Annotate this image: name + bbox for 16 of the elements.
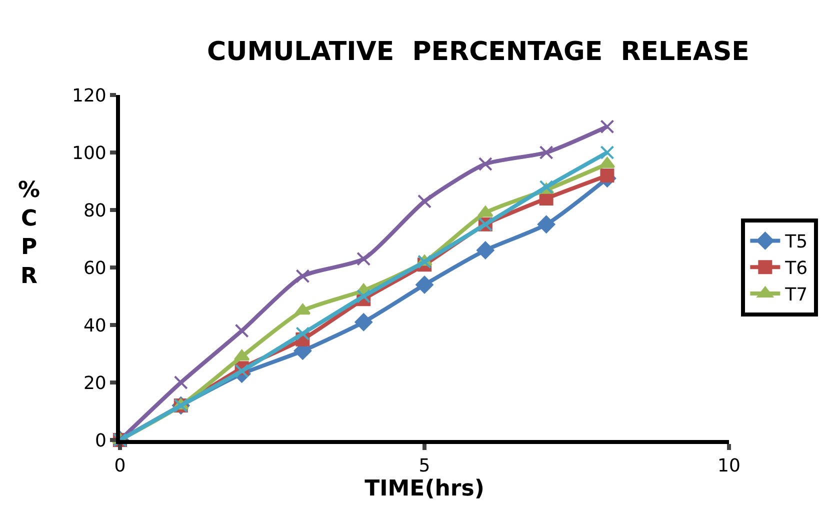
x-tick-label: 10 [718, 456, 740, 477]
y-axis-title: %CPR [18, 178, 40, 289]
y-tick-label: 60 [83, 258, 106, 279]
legend-label: T5 [784, 232, 808, 253]
x-axis-title: TIME(hrs) [364, 476, 484, 502]
x-tick-label: 0 [114, 456, 126, 477]
x-tick-label: 5 [418, 456, 430, 477]
legend-label: T7 [784, 284, 808, 306]
chart-title: CUMULATIVE PERCENTAGE RELEASE [207, 36, 750, 67]
y-tick-label: 80 [83, 200, 106, 222]
y-tick-label: 120 [72, 85, 106, 106]
y-tick-label: 40 [83, 315, 106, 336]
y-tick-label: 20 [83, 372, 106, 394]
y-tick-label: 0 [94, 430, 106, 452]
legend-label: T6 [784, 258, 808, 280]
y-tick-label: 100 [72, 142, 106, 164]
